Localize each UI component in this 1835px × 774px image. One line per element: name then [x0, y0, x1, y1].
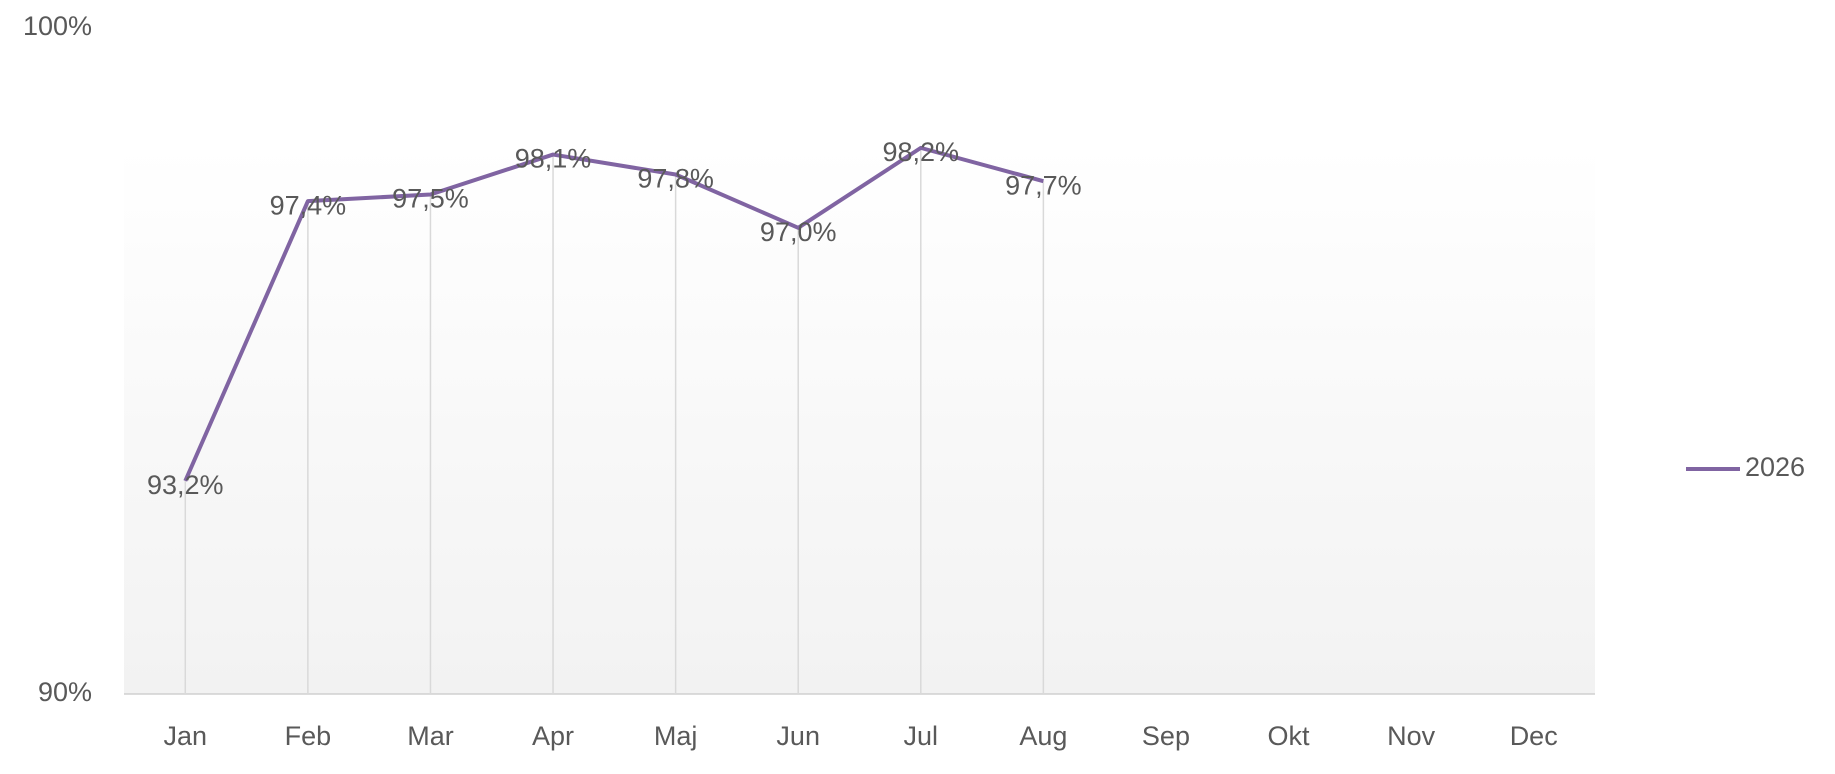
- y-tick-label: 90%: [38, 677, 92, 707]
- data-label: 98,1%: [515, 144, 592, 174]
- x-tick-label: Sep: [1142, 721, 1190, 751]
- data-label: 98,2%: [883, 137, 960, 167]
- plot-background: [124, 146, 1595, 694]
- x-tick-label: Dec: [1510, 721, 1558, 751]
- x-tick-label: Jun: [776, 721, 820, 751]
- x-tick-label: Okt: [1268, 721, 1311, 751]
- x-tick-label: Nov: [1387, 721, 1436, 751]
- x-tick-label: Feb: [285, 721, 332, 751]
- data-label: 93,2%: [147, 470, 224, 500]
- x-tick-label: Jul: [904, 721, 939, 751]
- data-label: 97,4%: [270, 190, 347, 220]
- data-label: 97,0%: [760, 217, 837, 247]
- x-tick-label: Maj: [654, 721, 698, 751]
- x-tick-label: Mar: [407, 721, 454, 751]
- series-line: [183, 145, 1044, 482]
- x-tick-label: Aug: [1019, 721, 1067, 751]
- data-label: 97,7%: [1005, 170, 1082, 200]
- data-label: 97,8%: [637, 164, 714, 194]
- x-tick-label: Jan: [164, 721, 208, 751]
- y-tick-label: 100%: [23, 11, 92, 41]
- data-label: 97,5%: [392, 184, 469, 214]
- x-tick-label: Apr: [532, 721, 574, 751]
- legend-label: 2026: [1745, 452, 1805, 482]
